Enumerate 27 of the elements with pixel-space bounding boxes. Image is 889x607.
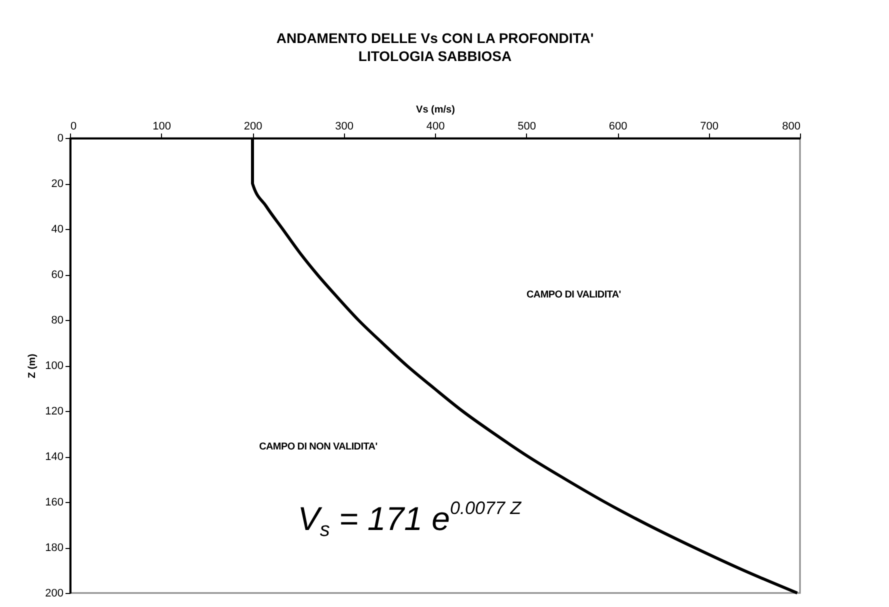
y-tick-label: 100 — [45, 360, 64, 372]
y-tick-label: 20 — [51, 178, 64, 190]
annotation: CAMPO DI NON VALIDITA' — [259, 442, 378, 453]
x-tick-label: 800 — [782, 120, 800, 132]
x-tick-label: 200 — [244, 120, 262, 132]
x-axis-title: Vs (m/s) — [416, 104, 455, 116]
y-tick-label: 60 — [51, 269, 64, 281]
y-tick-label: 40 — [51, 224, 64, 236]
y-tick-label: 80 — [51, 314, 64, 326]
y-tick-label: 180 — [45, 542, 64, 554]
y-tick-label: 0 — [57, 132, 64, 144]
x-tick-label: 100 — [152, 120, 171, 132]
y-tick-label: 160 — [45, 496, 64, 508]
x-tick-label: 0 — [70, 120, 77, 132]
y-axis-title: Z (m) — [27, 354, 38, 378]
x-tick-label: 700 — [700, 120, 718, 132]
y-tick-label: 200 — [45, 588, 64, 600]
annotation: V$_{s}$ = 171 e$^{0.0077 Z}$ — [298, 498, 522, 542]
x-tick-label: 500 — [518, 120, 536, 132]
y-tick-label: 120 — [45, 406, 64, 418]
x-tick-label: 300 — [335, 120, 354, 132]
chart-title: ANDAMENTO DELLE Vs CON LA PROFONDITA' — [276, 30, 594, 46]
annotation: CAMPO DI VALIDITA' — [526, 289, 621, 300]
chart-subtitle: LITOLOGIA SABBIOSA — [358, 48, 512, 64]
x-tick-label: 400 — [426, 120, 445, 132]
x-tick-label: 600 — [608, 120, 628, 132]
y-tick-label: 140 — [45, 451, 64, 463]
